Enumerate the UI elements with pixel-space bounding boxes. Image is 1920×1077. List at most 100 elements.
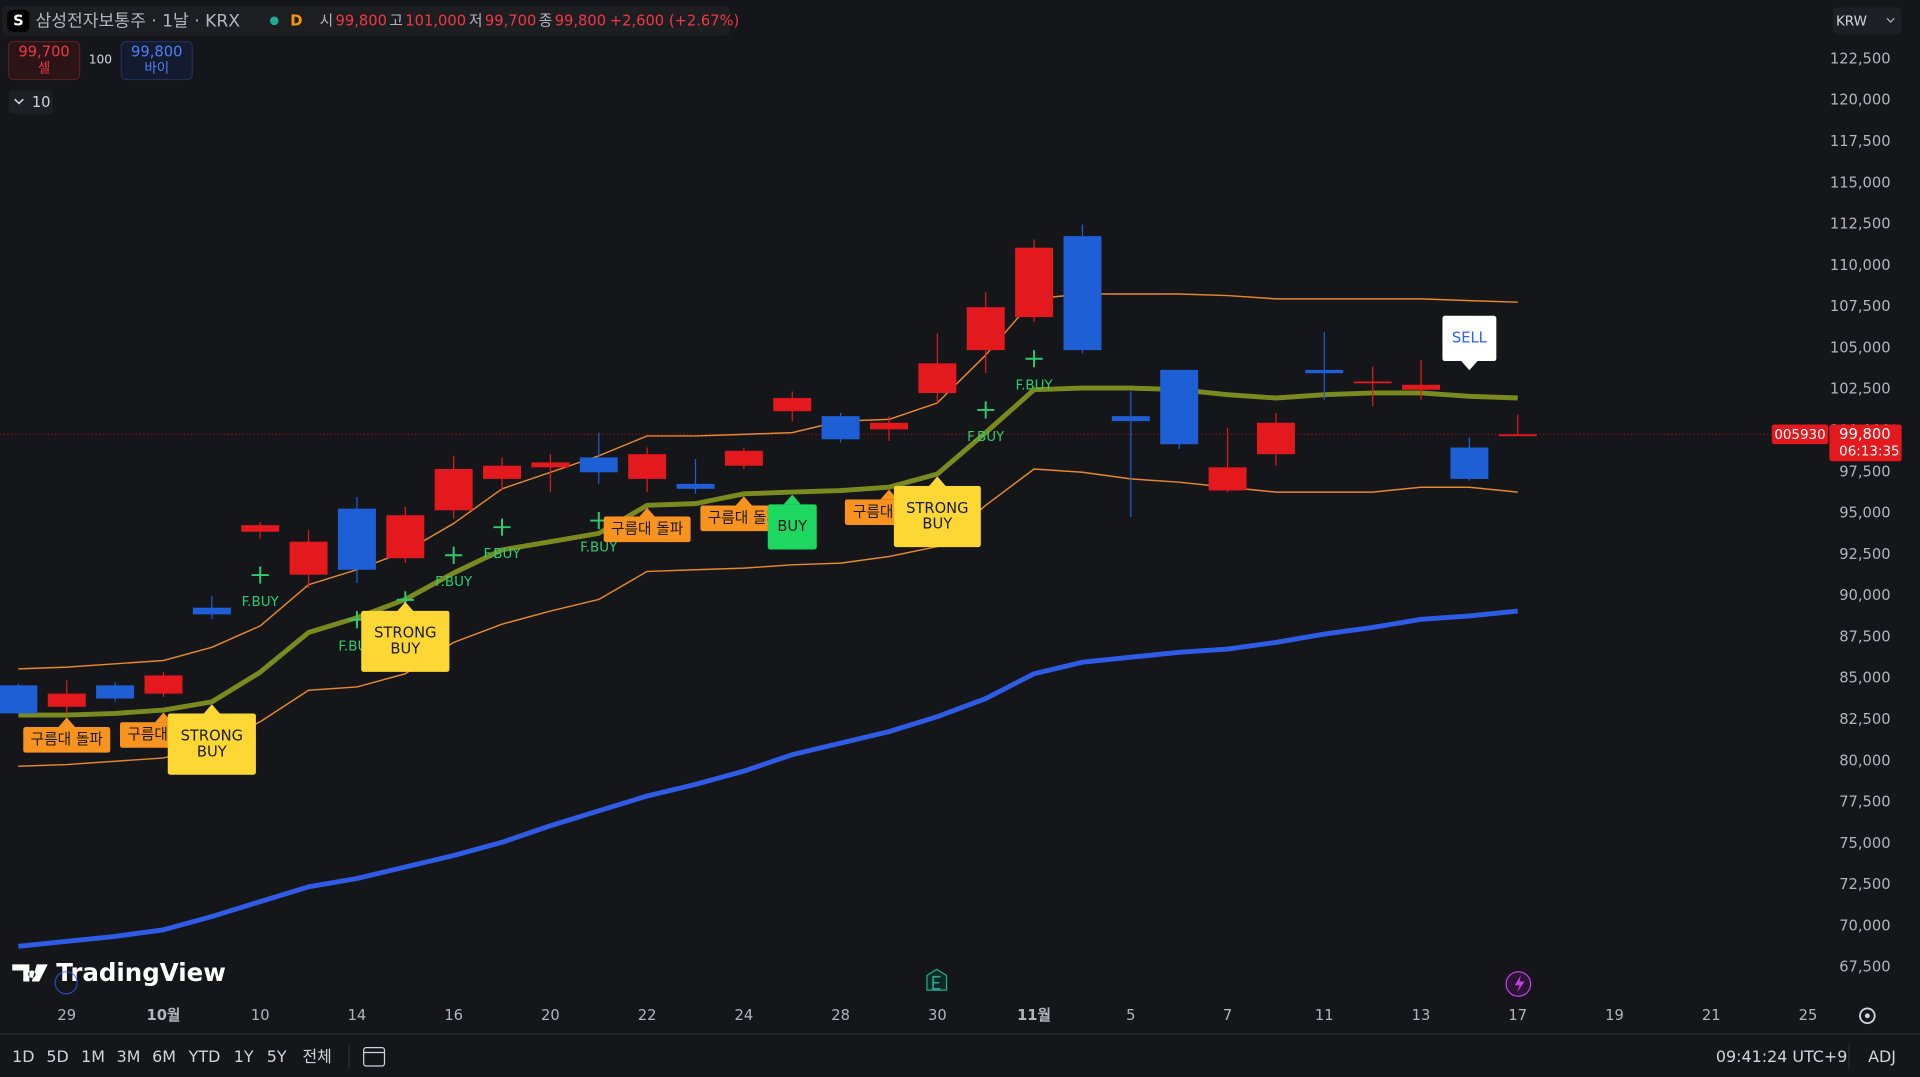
sell-button[interactable]: [7, 40, 81, 81]
y-tick-label: 122,500: [1830, 50, 1891, 67]
date-range-icon[interactable]: [363, 1047, 386, 1067]
quantity[interactable]: 100: [89, 52, 112, 66]
y-tick-label: 72,500: [1839, 876, 1890, 893]
range-button[interactable]: 전체: [302, 1047, 331, 1066]
y-tick-label: 120,000: [1830, 92, 1891, 109]
ohlc-group: 시 99,800 고 101,000 저 99,700 종 99,800: [320, 12, 607, 29]
y-tick-label: 115,000: [1830, 174, 1891, 191]
signal-box: STRONG BUY: [893, 485, 981, 547]
y-tick-label: 90,000: [1839, 587, 1890, 604]
last-price-countdown: 06:13:35: [1839, 444, 1899, 459]
last-price-code: 005930: [1774, 428, 1825, 443]
y-tick-label: 117,500: [1830, 133, 1891, 150]
indicator-chevron[interactable]: [14, 98, 24, 105]
last-price-box: [1829, 424, 1902, 462]
candle-body: [47, 693, 86, 707]
candle-body: [1063, 236, 1102, 351]
change: +2,600 (+2.67%): [610, 12, 739, 29]
y-tick-label: 82,500: [1839, 711, 1890, 728]
candle-body: [192, 607, 231, 615]
range-button[interactable]: 1M: [81, 1047, 105, 1066]
ohlc-label: 저: [469, 12, 483, 29]
ohlc-value: 101,000: [405, 12, 466, 29]
signal-wrap: STRONG BUY: [332, 611, 479, 697]
x-tick-label: 13: [1412, 1007, 1431, 1024]
candle-body: [1402, 384, 1440, 390]
ohlc-value: 99,800: [555, 12, 606, 29]
sell-label[interactable]: 셀: [38, 61, 50, 77]
x-tick-label: 10월: [146, 1007, 180, 1024]
candle-body: [1111, 416, 1150, 422]
x-tick-label: 17: [1508, 1007, 1527, 1024]
signal-pointer: [396, 601, 414, 612]
last-price-label: 99,800: [1839, 426, 1890, 443]
indicator-toggle[interactable]: 10: [32, 94, 51, 111]
buy-label[interactable]: 바이: [144, 61, 169, 77]
x-tick-label: 21: [1702, 1007, 1721, 1024]
plot-area: 67,500 70,000 72,500 75,000 77,500 80,000 82,5…: [0, 50, 1902, 1024]
event-shape[interactable]: [926, 968, 948, 991]
candle-body: [628, 454, 667, 479]
signal-wrap: 구름대 돌파: [0, 726, 140, 813]
range-group: 1D 5D 1M 3M 6M YTD 1Y 5Y 전체: [12, 1047, 332, 1066]
overlay-line: [18, 608, 1519, 949]
signal-pointer: [880, 489, 898, 500]
y-tick-label: 67,500: [1839, 959, 1890, 976]
event-glyph: [932, 975, 941, 990]
x-tick-label: 11월: [1017, 1007, 1051, 1024]
buy-button[interactable]: [120, 40, 193, 81]
candle-body: [966, 307, 1005, 351]
signal-text: F.BUY: [435, 575, 473, 590]
logo-icon: [12, 964, 48, 982]
signal-pointer: [154, 712, 173, 723]
buy-price[interactable]: 99,800: [131, 44, 182, 61]
signal-text: F.BUY: [483, 547, 521, 562]
signal-pointer: [203, 704, 221, 715]
signal-text: F.BUY: [580, 541, 618, 556]
candle-body: [1498, 434, 1537, 437]
sell-price[interactable]: 99,700: [18, 44, 69, 61]
event-glyph: [1514, 975, 1525, 993]
range-button[interactable]: 1Y: [234, 1047, 254, 1066]
candle-body: [821, 416, 860, 440]
signal-text: F.BUY: [1015, 379, 1053, 394]
range-button[interactable]: 5D: [46, 1047, 68, 1066]
signal-pointer: [735, 496, 753, 507]
currency[interactable]: KRW: [1836, 14, 1867, 29]
indicator-toggle-box[interactable]: [8, 90, 53, 114]
signal-plus: [445, 546, 463, 564]
candle-body: [531, 462, 570, 468]
overlay-line: [18, 385, 1518, 718]
y-tick-label: 110,000: [1830, 257, 1891, 274]
signal-label: STRONG BUY: [361, 611, 449, 673]
currency-box[interactable]: [1833, 7, 1902, 35]
y-tick-label: 70,000: [1839, 917, 1890, 934]
signal-plus: [1025, 350, 1043, 368]
range-button[interactable]: 5Y: [267, 1047, 287, 1066]
adj-toggle[interactable]: ADJ: [1868, 1047, 1896, 1066]
event-dividend[interactable]: [54, 971, 78, 995]
settings-icon[interactable]: [1859, 1007, 1876, 1025]
candle-body: [676, 483, 715, 489]
event-earnings[interactable]: [926, 968, 948, 991]
range-button[interactable]: 6M: [152, 1047, 176, 1066]
ohlc-label: 고: [389, 12, 403, 29]
candle-body: [386, 515, 425, 559]
candle-body: [579, 457, 618, 473]
overlay-line: [18, 468, 1518, 767]
y-tick-label: 102,500: [1830, 381, 1891, 398]
symbol-title[interactable]: 삼성전자보통주 · 1날 · KRX: [36, 11, 241, 31]
header-bar: [2, 6, 730, 36]
range-button[interactable]: YTD: [188, 1047, 221, 1066]
y-tick-label: 105,000: [1830, 339, 1891, 356]
candle-body: [96, 685, 135, 699]
range-button[interactable]: 3M: [117, 1047, 141, 1066]
ohlc-label: 종: [539, 12, 553, 29]
range-button[interactable]: 1D: [12, 1047, 34, 1066]
y-tick-label: 85,000: [1839, 670, 1890, 687]
y-tick-label: 107,500: [1830, 298, 1891, 315]
market-status: [270, 16, 279, 26]
event-split[interactable]: [1505, 971, 1532, 997]
